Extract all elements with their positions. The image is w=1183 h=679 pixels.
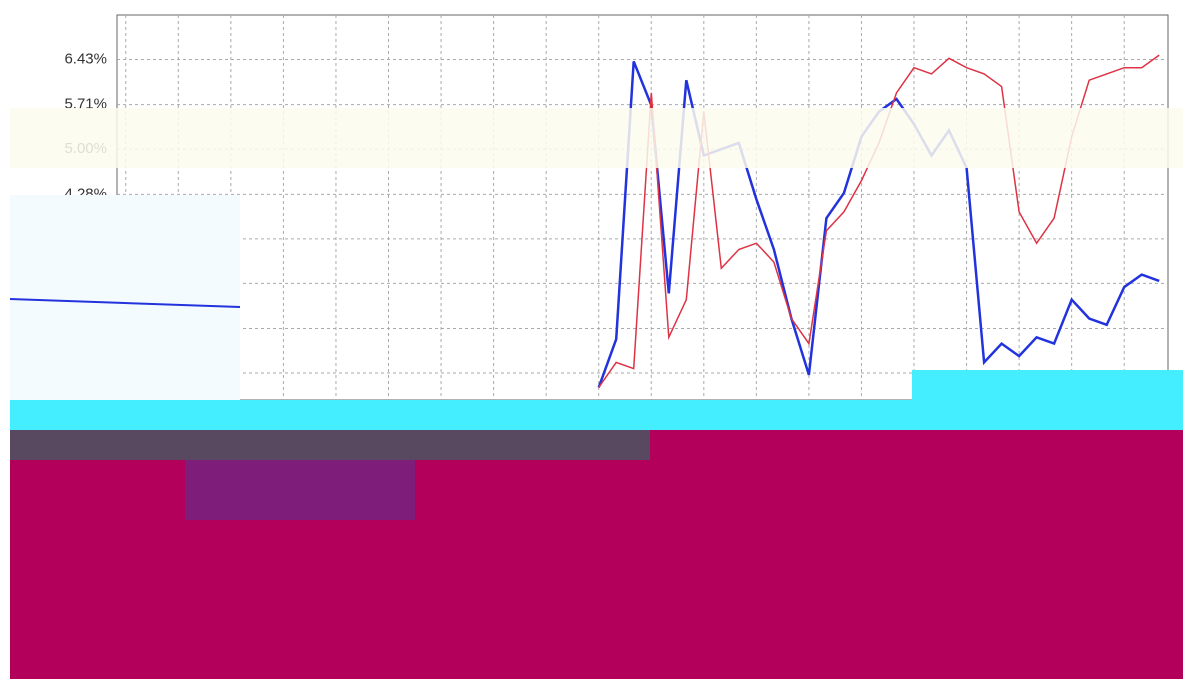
- screen: 1.43%2.14%2.86%3.57%4.28%5.00%5.71%6.43%: [0, 0, 1183, 679]
- glitch-block: [185, 460, 415, 520]
- glitch-panel: [10, 195, 240, 400]
- y-tick-label: 6.43%: [64, 50, 107, 67]
- glitch-block: [912, 370, 1183, 400]
- glitch-band: [10, 108, 1183, 168]
- glitch-band: [10, 400, 1183, 430]
- glitch-block: [10, 430, 650, 460]
